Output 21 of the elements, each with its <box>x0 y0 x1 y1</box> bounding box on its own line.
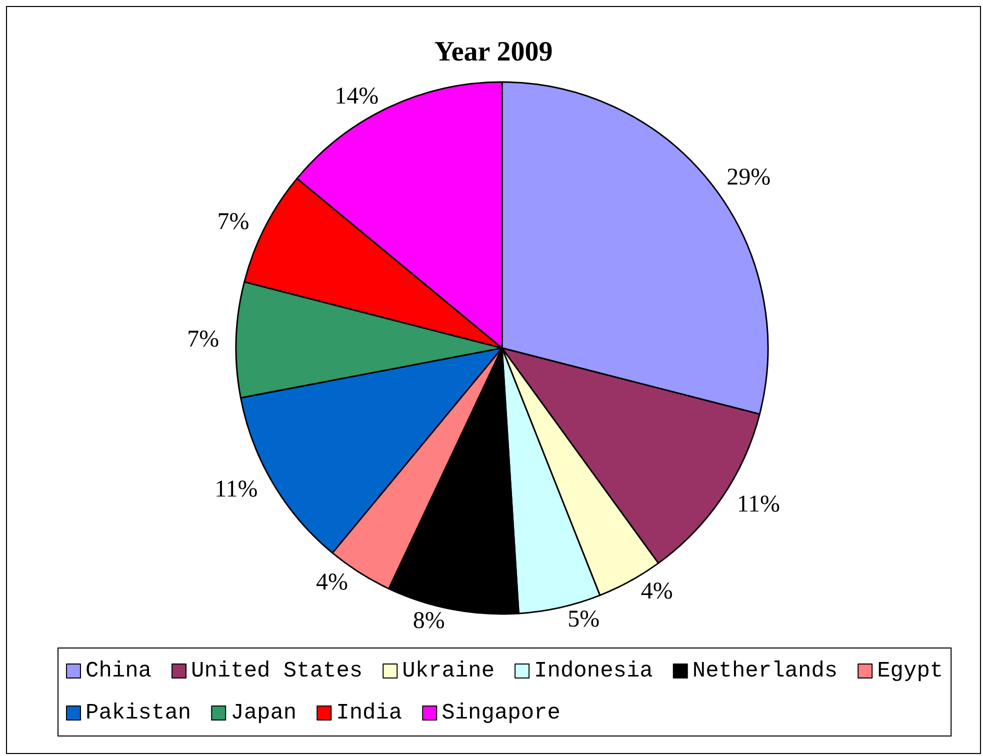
legend-label: Egypt <box>877 658 944 684</box>
data-label: 8% <box>412 608 445 634</box>
data-label: 29% <box>726 164 771 191</box>
legend-label: United States <box>191 658 363 684</box>
legend-label: Japan <box>230 700 297 726</box>
legend-label: Netherlands <box>692 658 838 684</box>
data-label: 7% <box>217 208 250 235</box>
data-label: 14% <box>334 83 379 110</box>
legend-label: Indonesia <box>534 658 653 684</box>
legend-label: Pakistan <box>86 700 192 726</box>
data-label: 7% <box>187 326 220 352</box>
legend-label: Singapore <box>442 700 560 726</box>
legend-label: Ukraine <box>402 658 495 684</box>
data-label: 11% <box>736 491 780 518</box>
data-label: 4% <box>316 570 348 596</box>
chart-title: Year 2009 <box>434 36 553 68</box>
legend-label: China <box>86 658 152 684</box>
legend-label: India <box>336 700 402 726</box>
data-label: 11% <box>214 476 258 503</box>
data-label: 4% <box>640 578 673 605</box>
data-label: 5% <box>568 606 600 632</box>
